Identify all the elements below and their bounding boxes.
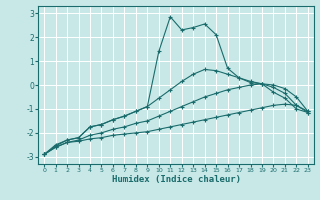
X-axis label: Humidex (Indice chaleur): Humidex (Indice chaleur)	[111, 175, 241, 184]
